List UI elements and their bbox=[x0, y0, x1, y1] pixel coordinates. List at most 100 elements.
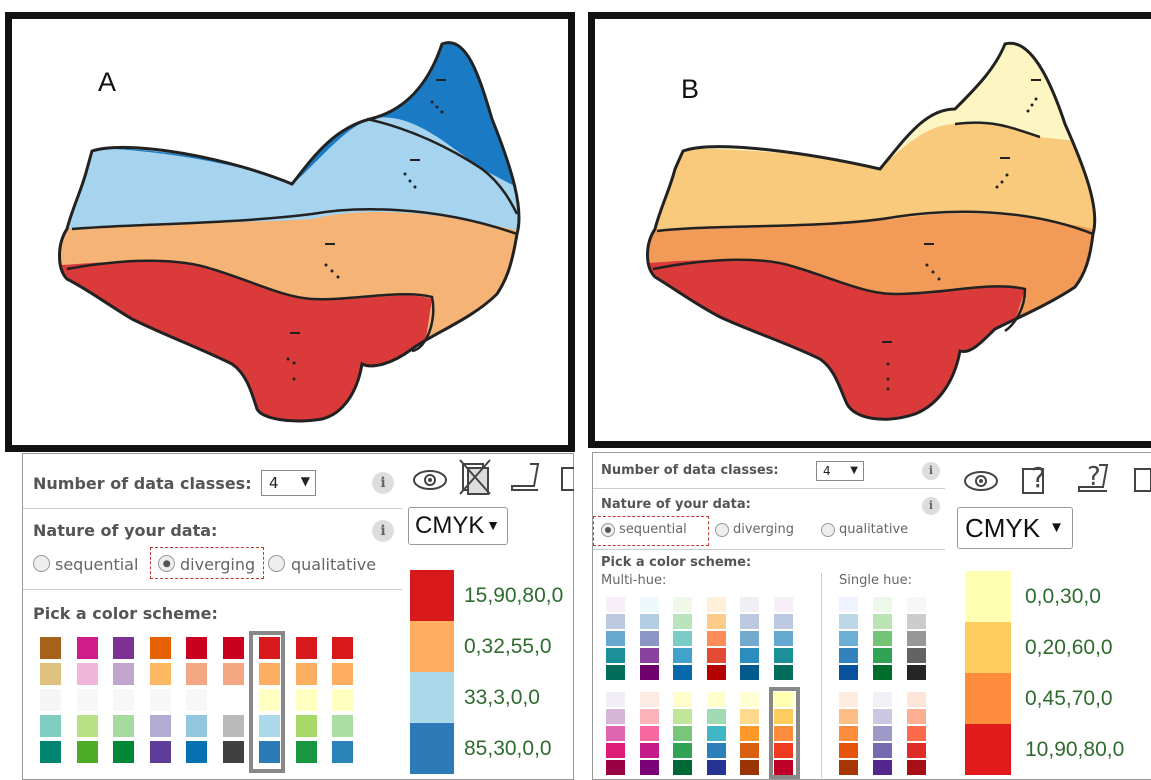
swatch-cell bbox=[740, 760, 759, 775]
legend-swatch bbox=[965, 622, 1011, 673]
color-scheme-swatch[interactable] bbox=[706, 692, 726, 777]
color-scheme-swatch[interactable] bbox=[606, 597, 625, 682]
swatch-cell bbox=[839, 726, 858, 741]
eye-icon[interactable] bbox=[963, 469, 999, 493]
radio-sequential[interactable] bbox=[601, 523, 615, 537]
chevron-down-icon: ▼ bbox=[850, 465, 858, 476]
radio-diverging[interactable] bbox=[158, 555, 175, 572]
swatch-cell bbox=[606, 648, 625, 663]
scheme-label: Pick a color scheme: bbox=[601, 555, 752, 570]
swatch-cell bbox=[76, 741, 98, 763]
swatch-cell bbox=[839, 597, 858, 612]
photocopy-crossed-icon[interactable] bbox=[458, 458, 492, 496]
swatch-cell bbox=[259, 689, 280, 711]
swatch-cell bbox=[222, 637, 244, 659]
swatch-cell bbox=[113, 741, 134, 763]
laptop-icon[interactable] bbox=[508, 460, 542, 494]
color-scheme-swatch[interactable] bbox=[839, 597, 858, 682]
swatch-cell bbox=[873, 597, 892, 612]
swatch-cell bbox=[113, 637, 134, 659]
swatch-cell bbox=[740, 614, 759, 629]
swatch-cell bbox=[740, 648, 759, 663]
map-b-label: B bbox=[681, 74, 700, 104]
swatch-cell bbox=[295, 741, 317, 763]
color-scheme-swatch[interactable] bbox=[222, 637, 244, 767]
swatch-cell bbox=[673, 709, 692, 724]
info-icon[interactable]: i bbox=[922, 497, 940, 515]
swatch-cell bbox=[639, 726, 659, 741]
color-scheme-swatch[interactable] bbox=[76, 637, 98, 767]
color-scheme-swatch[interactable] bbox=[673, 597, 692, 682]
color-scheme-swatch[interactable] bbox=[186, 637, 207, 767]
radio-diverging[interactable] bbox=[715, 523, 729, 537]
color-scheme-swatch[interactable] bbox=[773, 597, 793, 682]
color-scheme-swatch[interactable] bbox=[40, 637, 61, 767]
swatch-cell bbox=[740, 709, 759, 724]
swatch-cell bbox=[222, 741, 244, 763]
format-select[interactable]: CMYK ▼ bbox=[957, 507, 1073, 549]
print-icon[interactable] bbox=[1133, 463, 1151, 497]
swatch-cell bbox=[773, 614, 793, 629]
info-icon[interactable]: i bbox=[372, 472, 394, 494]
color-scheme-swatch[interactable] bbox=[606, 692, 625, 777]
swatch-cell bbox=[186, 715, 207, 737]
color-scheme-swatch[interactable] bbox=[295, 637, 317, 767]
option-sequential-label: sequential bbox=[619, 522, 687, 537]
color-scheme-swatch[interactable] bbox=[773, 692, 793, 777]
swatch-cell bbox=[839, 760, 858, 775]
classes-select[interactable]: 4 ▼ bbox=[816, 461, 864, 481]
classes-label: Number of data classes: bbox=[601, 463, 779, 478]
eye-icon[interactable] bbox=[412, 468, 448, 492]
radio-qualitative[interactable] bbox=[268, 555, 285, 572]
swatch-cell bbox=[186, 689, 207, 711]
color-scheme-swatch[interactable] bbox=[149, 637, 171, 767]
swatch-cell bbox=[740, 597, 759, 612]
swatch-cell bbox=[706, 614, 726, 629]
color-scheme-swatch[interactable] bbox=[839, 692, 858, 777]
swatch-cell bbox=[907, 665, 926, 680]
color-scheme-swatch[interactable] bbox=[639, 692, 659, 777]
classes-select[interactable]: 4 ▼ bbox=[261, 470, 316, 496]
swatch-cell bbox=[773, 665, 793, 680]
radio-qualitative[interactable] bbox=[821, 523, 835, 537]
swatch-cell bbox=[873, 614, 892, 629]
format-select[interactable]: CMYK ▼ bbox=[408, 507, 508, 545]
legend-swatch bbox=[410, 723, 454, 774]
color-scheme-swatch[interactable] bbox=[332, 637, 353, 767]
swatch-cell bbox=[907, 597, 926, 612]
color-scheme-swatch[interactable] bbox=[639, 597, 659, 682]
photocopy-question-icon[interactable]: ? bbox=[1019, 459, 1053, 497]
laptop-question-icon[interactable]: ? bbox=[1073, 459, 1113, 497]
single-hue-label: Single hue: bbox=[839, 573, 912, 588]
swatch-cell bbox=[186, 663, 207, 685]
swatch-cell bbox=[673, 665, 692, 680]
swatch-cell bbox=[40, 637, 61, 659]
color-scheme-swatch[interactable] bbox=[706, 597, 726, 682]
color-scheme-swatch[interactable] bbox=[907, 597, 926, 682]
nature-label: Nature of your data: bbox=[601, 497, 751, 512]
color-scheme-swatch[interactable] bbox=[740, 692, 759, 777]
map-b-frame: B bbox=[588, 12, 1151, 448]
selected-scheme-box bbox=[249, 631, 285, 773]
legend-swatch bbox=[410, 621, 454, 672]
svg-text:?: ? bbox=[1031, 461, 1046, 494]
color-scheme-swatch[interactable] bbox=[113, 637, 134, 767]
option-qualitative-label: qualitative bbox=[839, 522, 909, 537]
swatch-cell bbox=[113, 663, 134, 685]
swatch-cell bbox=[606, 760, 625, 775]
color-scheme-swatch[interactable] bbox=[740, 597, 759, 682]
color-scheme-swatch[interactable] bbox=[873, 692, 892, 777]
swatch-cell bbox=[259, 663, 280, 685]
color-scheme-swatch[interactable] bbox=[673, 692, 692, 777]
info-icon[interactable]: i bbox=[372, 520, 394, 542]
color-scheme-swatch[interactable] bbox=[259, 637, 280, 767]
legend-value: 33,3,0,0 bbox=[464, 686, 540, 709]
radio-sequential[interactable] bbox=[33, 555, 50, 572]
info-icon[interactable]: i bbox=[922, 462, 940, 480]
swatch-cell bbox=[673, 726, 692, 741]
print-icon[interactable] bbox=[560, 462, 574, 496]
swatch-cell bbox=[839, 692, 858, 707]
color-scheme-swatch[interactable] bbox=[907, 692, 926, 777]
color-scheme-swatch[interactable] bbox=[873, 597, 892, 682]
swatch-cell bbox=[639, 665, 659, 680]
